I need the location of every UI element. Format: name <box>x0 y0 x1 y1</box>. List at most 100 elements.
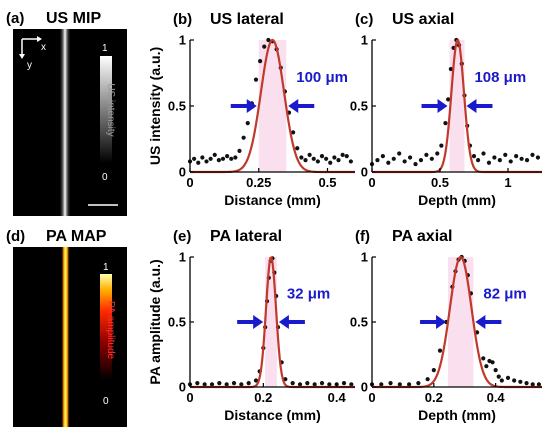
data-point <box>536 382 542 387</box>
data-point <box>225 154 230 159</box>
data-point <box>237 148 242 153</box>
x-tick-label: 0.5 <box>318 175 336 190</box>
data-point <box>290 381 295 386</box>
pa-colorbar <box>100 274 112 380</box>
data-point <box>299 155 304 160</box>
data-point <box>295 146 300 151</box>
data-point <box>492 155 497 160</box>
data-point <box>319 381 325 386</box>
us-colorbar-max: 1 <box>102 43 108 54</box>
x-axis-label: Distance (mm) <box>224 407 320 423</box>
data-point <box>508 159 513 164</box>
data-point <box>471 154 477 159</box>
x-tick-label: 0.2 <box>254 390 272 405</box>
data-point <box>481 356 486 361</box>
data-point <box>348 159 353 164</box>
data-point <box>311 156 316 161</box>
fwhm-arrowhead-left <box>437 99 448 113</box>
data-point <box>446 97 451 102</box>
y-tick-label: 1 <box>179 33 186 48</box>
panel-a-title: US MIP <box>46 10 101 27</box>
data-point <box>231 381 237 386</box>
y-tick-label: 0.5 <box>168 315 186 330</box>
data-point <box>475 158 481 163</box>
y-tick-label: 1 <box>361 250 368 265</box>
x-tick-label: 0 <box>368 390 375 405</box>
data-point <box>425 377 430 382</box>
data-point <box>413 161 418 167</box>
data-point <box>530 382 535 387</box>
x-tick-label: 0.4 <box>328 390 347 405</box>
data-point <box>505 375 511 380</box>
data-point <box>397 151 402 156</box>
data-point <box>336 158 341 163</box>
data-point <box>493 368 498 373</box>
data-point <box>312 382 317 387</box>
fwhm-arrowhead-right <box>288 99 299 113</box>
data-point <box>490 360 495 365</box>
y-tick-label: 0 <box>179 380 186 395</box>
data-point <box>202 382 207 387</box>
data-point <box>424 152 429 157</box>
axis-x-label: x <box>41 42 46 53</box>
data-point <box>217 381 222 386</box>
pa-colorbar-label: PA amplitude <box>105 301 116 360</box>
data-point <box>418 158 424 163</box>
axis-x-arrowhead <box>37 36 42 42</box>
data-point <box>530 152 535 157</box>
data-point <box>518 379 523 384</box>
data-point <box>315 159 320 164</box>
y-tick-label: 0.5 <box>350 315 368 330</box>
pa-colorbar-min: 0 <box>103 396 109 407</box>
chart-title: PA axial <box>392 228 452 245</box>
y-axis-label: US intensity (a.u.) <box>147 47 163 165</box>
data-point <box>253 378 259 383</box>
data-point <box>402 159 407 164</box>
data-point <box>332 155 337 160</box>
data-point <box>349 382 354 387</box>
data-point <box>246 381 251 386</box>
data-point <box>535 155 541 160</box>
data-point <box>484 364 489 369</box>
x-tick-label: 0.25 <box>246 175 271 190</box>
x-axis-label: Distance (mm) <box>224 192 320 208</box>
chart-title: PA lateral <box>210 228 282 245</box>
panel-tag: (c) <box>355 11 373 28</box>
us-colorbar <box>100 56 112 163</box>
data-point <box>437 348 443 353</box>
data-point <box>375 158 380 163</box>
y-tick-label: 0 <box>361 380 368 395</box>
data-point <box>341 381 347 386</box>
panel-tag: (b) <box>173 11 192 28</box>
x-tick-label: 0 <box>368 175 375 190</box>
chart-title: US axial <box>392 11 454 28</box>
y-tick-label: 0.5 <box>168 99 186 114</box>
data-point <box>195 381 200 386</box>
fwhm-annotation: 108 μm <box>474 69 526 86</box>
x-axis-label: Depth (mm) <box>418 407 496 423</box>
y-tick-label: 1 <box>361 33 368 48</box>
panel-tag: (f) <box>355 228 370 245</box>
us-colorbar-label: US intensity <box>105 83 116 136</box>
data-point <box>303 158 308 163</box>
data-point <box>512 378 517 383</box>
data-point <box>297 382 303 387</box>
y-tick-label: 0.5 <box>350 99 368 114</box>
data-point <box>435 151 440 156</box>
pa-vessel-line <box>61 247 70 427</box>
axis-y-arrowhead <box>19 54 25 59</box>
data-point <box>443 121 448 126</box>
data-point <box>386 160 391 165</box>
y-axis-label: PA amplitude (a.u.) <box>147 259 163 384</box>
y-tick-label: 0 <box>179 165 186 180</box>
data-point <box>429 156 434 161</box>
x-tick-label: 0 <box>186 390 193 405</box>
data-point <box>253 77 259 82</box>
data-point <box>388 381 393 386</box>
data-point <box>379 382 384 387</box>
fwhm-arrowhead-right <box>475 315 486 329</box>
data-point <box>266 37 271 43</box>
data-point <box>416 381 421 386</box>
x-tick-label: 0 <box>186 175 193 190</box>
data-point <box>239 382 244 387</box>
